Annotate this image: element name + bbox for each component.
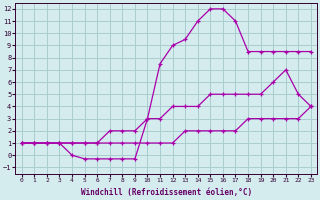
X-axis label: Windchill (Refroidissement éolien,°C): Windchill (Refroidissement éolien,°C): [81, 188, 252, 197]
